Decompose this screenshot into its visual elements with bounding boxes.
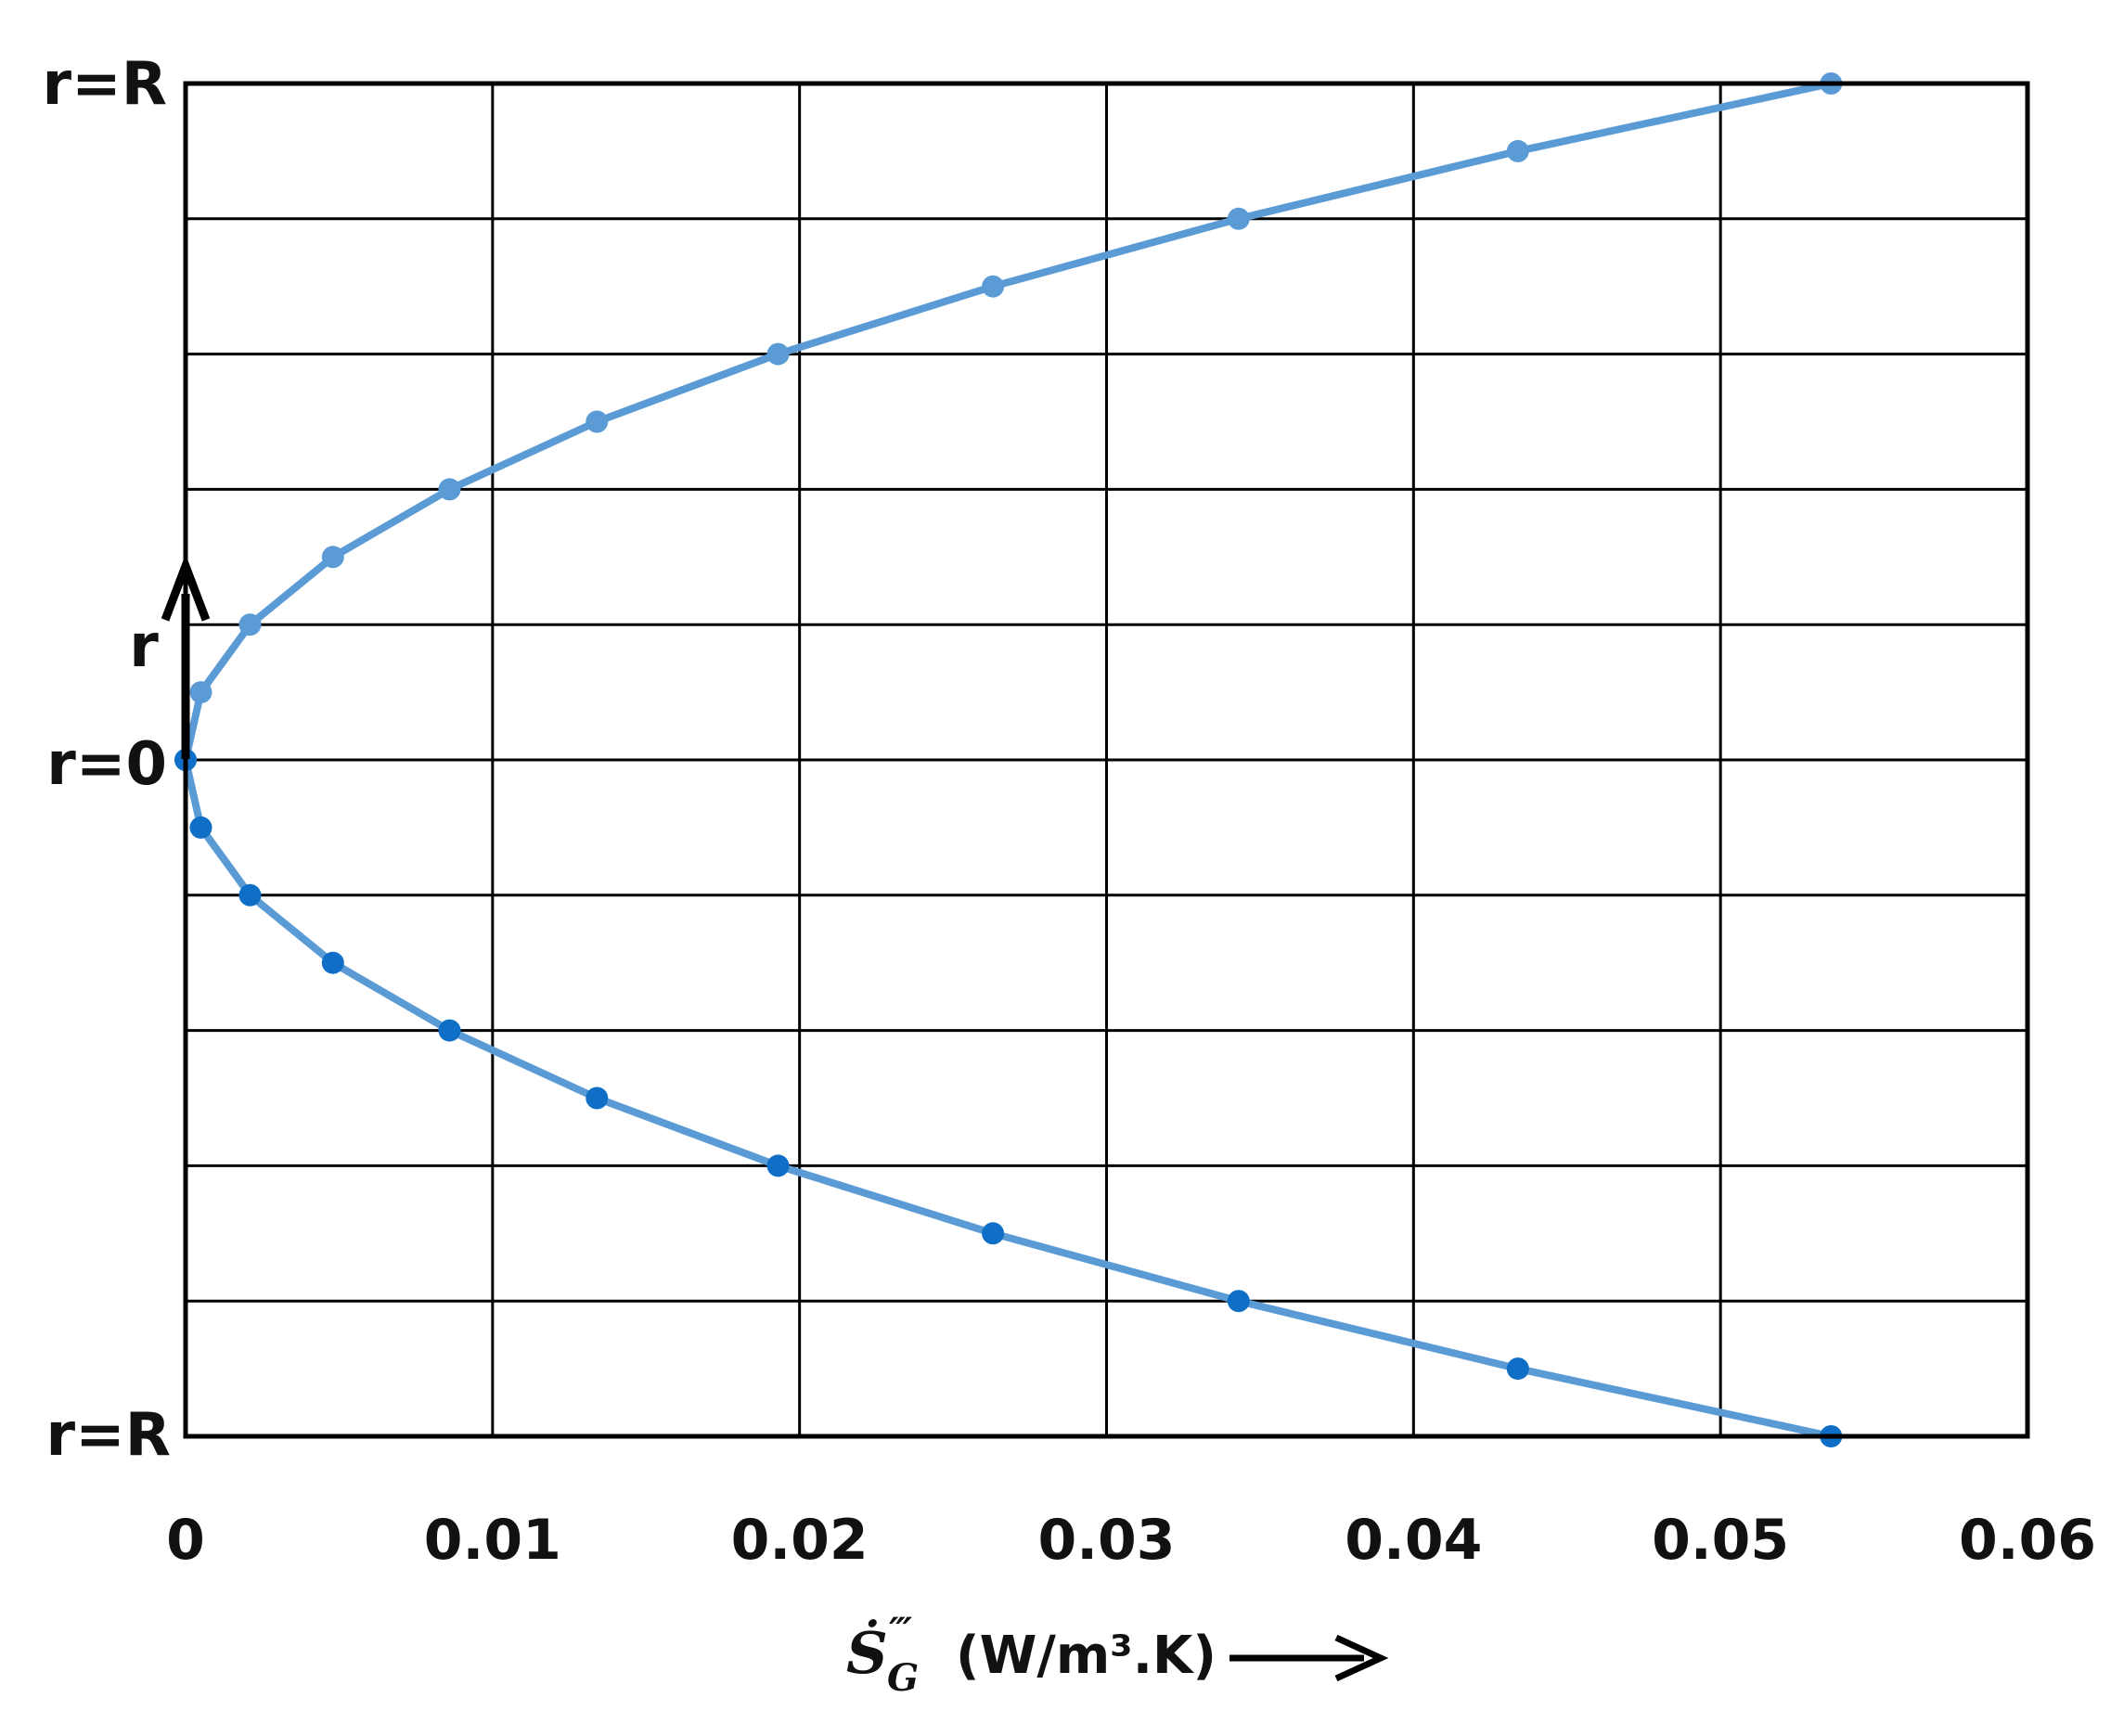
data-point: [982, 275, 1005, 298]
data-point: [766, 1154, 790, 1177]
data-point: [438, 478, 461, 501]
y-label-middle: r=0: [46, 730, 167, 799]
x-tick-label: 0: [166, 1508, 205, 1573]
data-point: [1506, 139, 1529, 162]
data-point: [238, 883, 262, 907]
plot-frame: [183, 81, 2030, 1439]
axes: [183, 81, 2030, 1439]
data-point: [586, 1087, 609, 1110]
x-tick-label: 0.03: [1037, 1508, 1175, 1573]
series-line-2: [182, 756, 1835, 1440]
y-label-bottom: r=R: [46, 1401, 171, 1470]
x-tick-labels: 0 0.01 0.02 0.03 0.04 0.05 0.06: [166, 1508, 2096, 1573]
data-point: [238, 613, 262, 637]
data-point: [321, 951, 344, 974]
x-label-units: (W/m³.K): [956, 1626, 1216, 1686]
data-point: [982, 1222, 1005, 1245]
series-line-1: [182, 80, 1835, 764]
plot-series: [174, 72, 1843, 1447]
data-point: [766, 342, 790, 366]
x-label-primes: ‴: [889, 1610, 912, 1653]
x-label-symbol: Ṡ: [846, 1619, 888, 1687]
data-point: [189, 816, 212, 839]
data-point: [1227, 1290, 1250, 1313]
data-point: [1506, 1357, 1529, 1381]
data-point: [1227, 207, 1250, 230]
x-label-subscript: G: [887, 1656, 919, 1700]
x-tick-label: 0.02: [731, 1508, 869, 1573]
data-point: [189, 681, 212, 704]
x-direction-arrow: [1229, 1634, 1389, 1682]
x-tick-label: 0.06: [1959, 1508, 2096, 1573]
x-tick-label: 0.05: [1652, 1508, 1789, 1573]
x-tick-label: 0.01: [424, 1508, 561, 1573]
x-axis-label: Ṡ ‴ G (W/m³.K): [846, 1610, 1389, 1700]
grid: [186, 84, 2027, 1436]
data-point: [586, 410, 609, 433]
r-direction-arrow: [161, 554, 211, 759]
data-point: [438, 1019, 461, 1042]
x-tick-label: 0.04: [1345, 1508, 1482, 1573]
y-label-top: r=R: [43, 50, 167, 119]
y-arrow-label: r: [129, 612, 159, 681]
data-point: [321, 546, 344, 569]
